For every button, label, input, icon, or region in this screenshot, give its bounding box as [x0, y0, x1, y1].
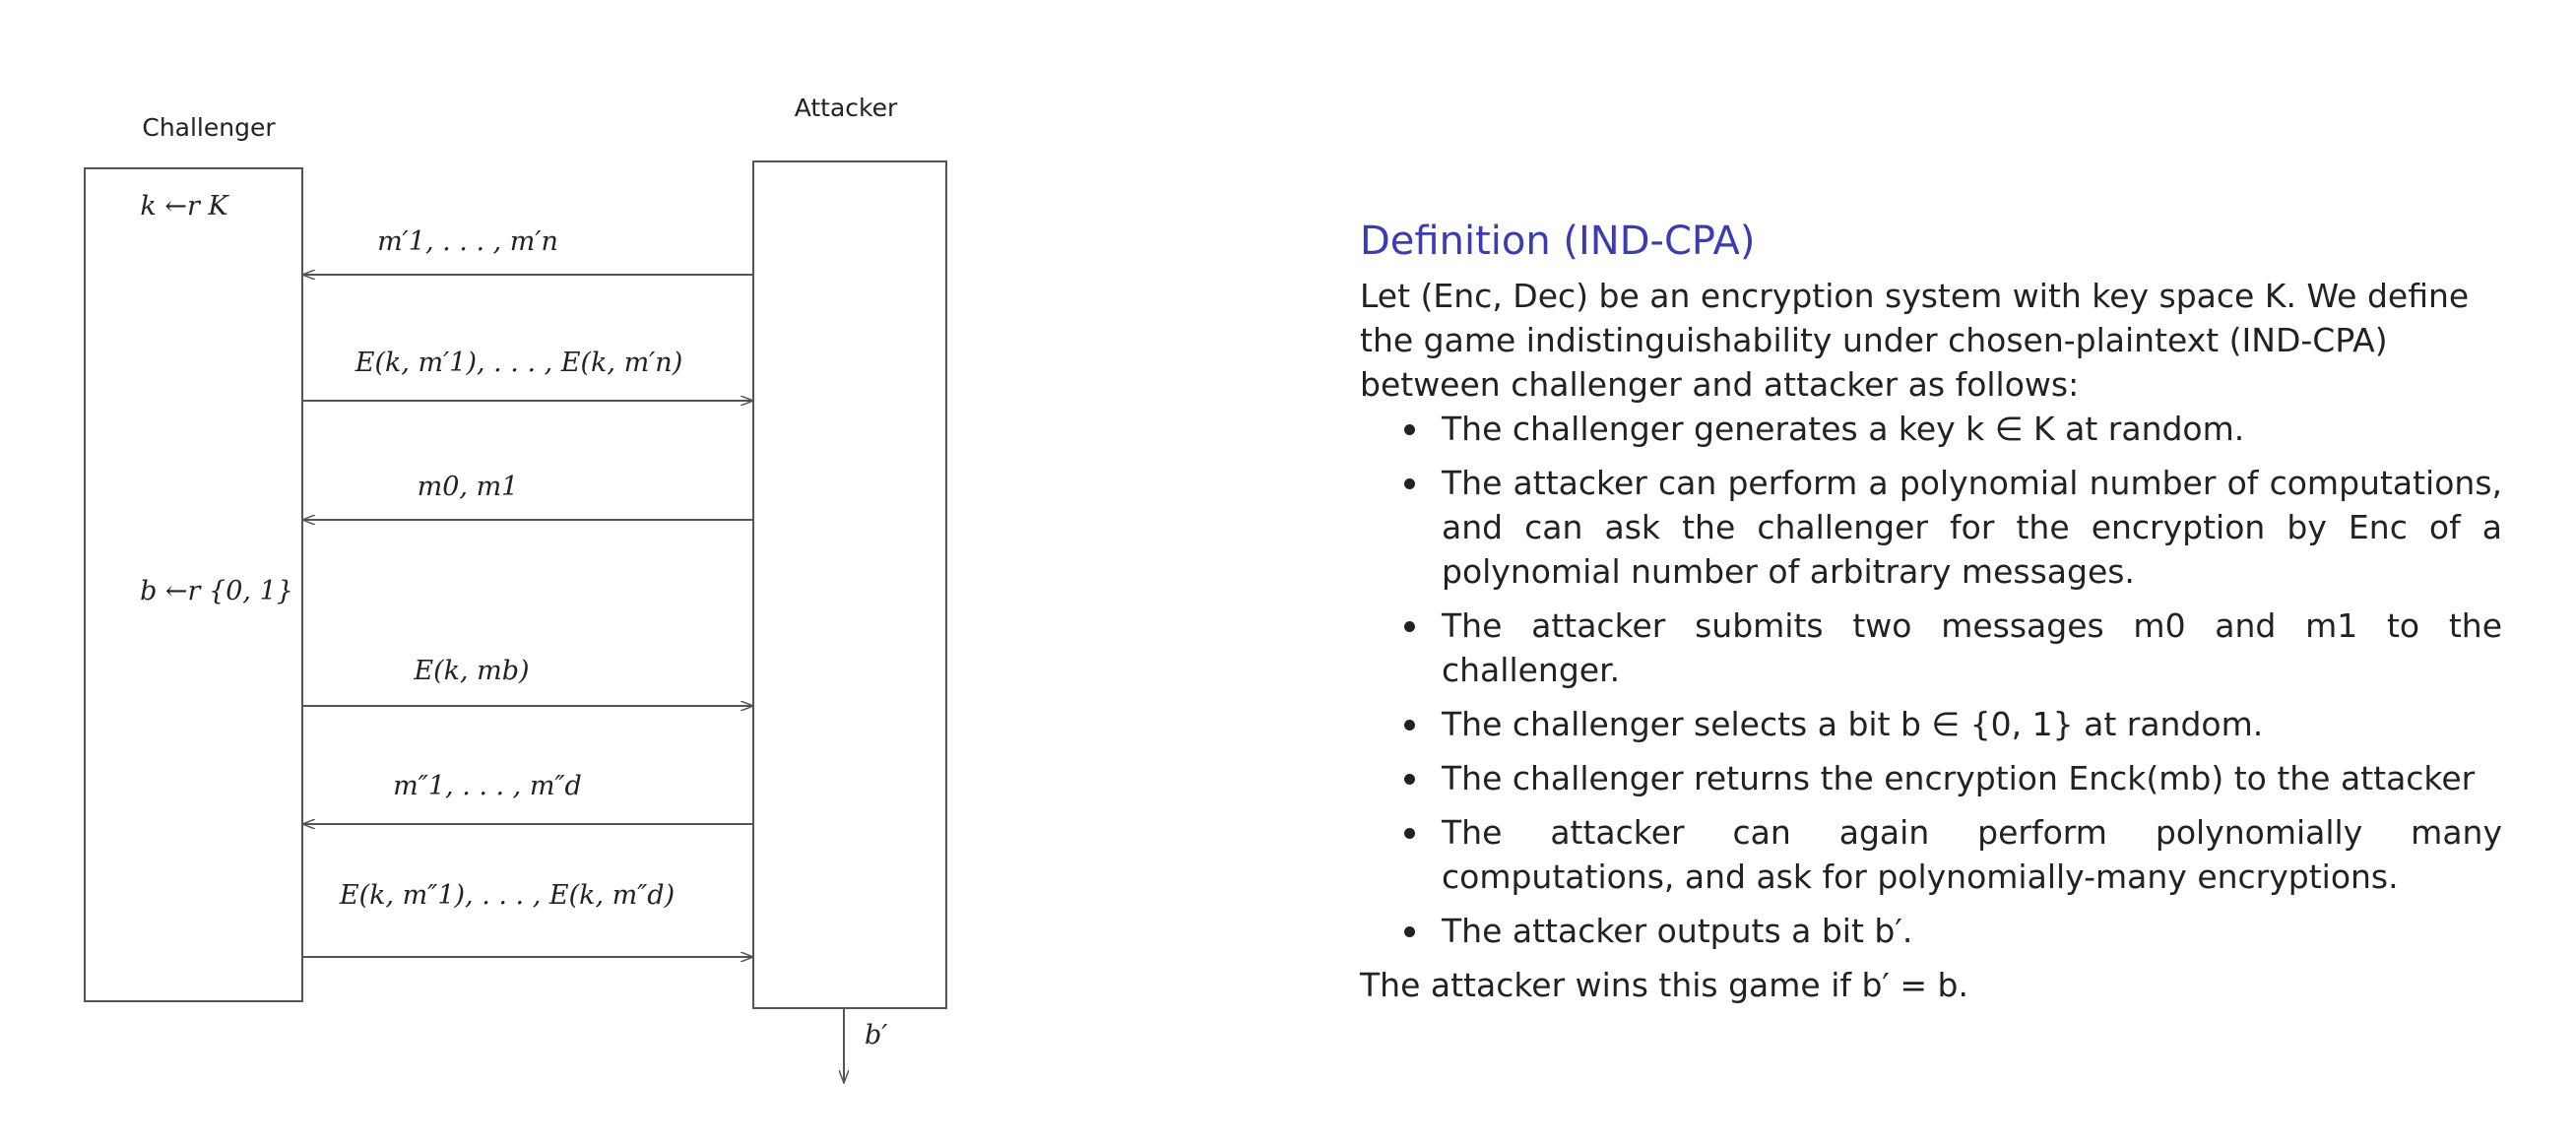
message-label: E(k, m″1), . . . , E(k, m″d): [339, 880, 675, 911]
challenger-box: [84, 167, 303, 1002]
ind-cpa-game-diagram: Challenger Attacker k ←r K b ←r {0, 1} m…: [84, 94, 947, 1103]
attacker-box: [752, 160, 947, 1009]
list-item: The challenger returns the encryption En…: [1404, 756, 2502, 800]
definition-steps: The challenger generates a key k ∈ K at …: [1360, 407, 2502, 953]
message-label: E(k, mb): [413, 656, 529, 686]
message-label: E(k, m′1), . . . , E(k, m′n): [354, 348, 682, 378]
list-item: The attacker outputs a bit b′.: [1404, 909, 2502, 953]
challenger-step-bit: b ←r {0, 1}: [140, 576, 293, 606]
list-item: The attacker can again perform polynomia…: [1404, 810, 2502, 899]
list-item: The challenger generates a key k ∈ K at …: [1404, 407, 2502, 451]
definition-intro: Let (Enc, Dec) be an encryption system w…: [1360, 277, 2470, 404]
list-item: The challenger selects a bit b ∈ {0, 1} …: [1404, 702, 2502, 746]
message-label: m″1, . . . , m″d: [393, 771, 582, 801]
attacker-label: Attacker: [795, 94, 898, 122]
message-label: m′1, . . . , m′n: [377, 226, 558, 257]
definition-block: Definition (IND-CPA) Let (Enc, Dec) be a…: [1360, 215, 2502, 1007]
output-label: b′: [865, 1020, 887, 1050]
challenger-step-key: k ←r K: [140, 191, 229, 222]
message-label: m0, m1: [418, 472, 519, 502]
list-item: The attacker submits two messages m0 and…: [1404, 604, 2502, 692]
challenger-label: Challenger: [142, 113, 276, 142]
definition-conclusion: The attacker wins this game if b′ = b.: [1360, 966, 1968, 1004]
definition-title: Definition (IND-CPA): [1360, 219, 1756, 264]
list-item: The attacker can perform a polynomial nu…: [1404, 461, 2502, 594]
